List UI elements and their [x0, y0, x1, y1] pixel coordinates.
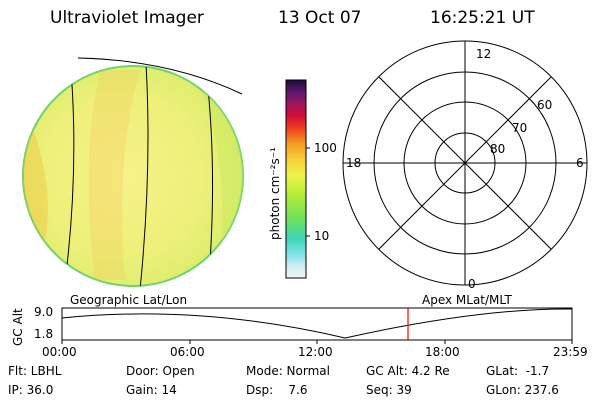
mlt-label-18: 18 [346, 156, 362, 170]
time-tick-1800: 18:00 [425, 345, 460, 359]
door-info: Door: Open [126, 364, 195, 378]
gain-info: Gain: 14 [126, 383, 177, 397]
gc-alt-bottom-value: 1.8 [34, 327, 54, 341]
colorbar-tick-10: 10 [314, 229, 330, 243]
mlat-label-80: 80 [490, 142, 506, 156]
mlt-label-12: 12 [476, 47, 492, 61]
ip-info: IP: 36.0 [8, 383, 54, 397]
dsp-info: Dsp: 7.6 [246, 383, 308, 397]
filter-info: Flt: LBHL [8, 364, 62, 378]
glon-info: GLon: 237.6 [486, 383, 559, 397]
colorbar-unit-label: photon cm⁻²s⁻¹ [268, 147, 282, 240]
seq-info: Seq: 39 [366, 383, 412, 397]
app-title: Ultraviolet Imager [50, 8, 204, 28]
intensity-colorbar [285, 79, 310, 279]
time-tick-1200: 12:00 [298, 345, 333, 359]
gc-alt-axis-label: GC Alt [11, 308, 25, 346]
colorbar-tick-100: 100 [314, 141, 337, 155]
time-tick-0000: 00:00 [42, 345, 77, 359]
geographic-latlon-label: Geographic Lat/Lon [70, 293, 188, 307]
orbit-timeline [61, 307, 573, 344]
time-tick-0600: 06:00 [170, 345, 205, 359]
time-tick-2359: 23:59 [553, 345, 588, 359]
gc-alt-top-value: 9.0 [34, 305, 54, 319]
mlat-label-70: 70 [512, 121, 528, 135]
uv-globe-image [22, 57, 244, 287]
mlt-label-6: 6 [576, 156, 584, 170]
mlat-label-60: 60 [537, 98, 553, 112]
mlt-label-0: 0 [468, 277, 476, 291]
date-label: 13 Oct 07 [278, 8, 362, 28]
mode-info: Mode: Normal [246, 364, 330, 378]
gc-alt-info: GC Alt: 4.2 Re [366, 364, 450, 378]
time-label: 16:25:21 UT [430, 8, 535, 28]
polar-mlat-mlt-plot [342, 40, 588, 286]
glat-info: GLat: -1.7 [486, 364, 550, 378]
apex-mlat-mlt-label: Apex MLat/MLT [422, 293, 512, 307]
